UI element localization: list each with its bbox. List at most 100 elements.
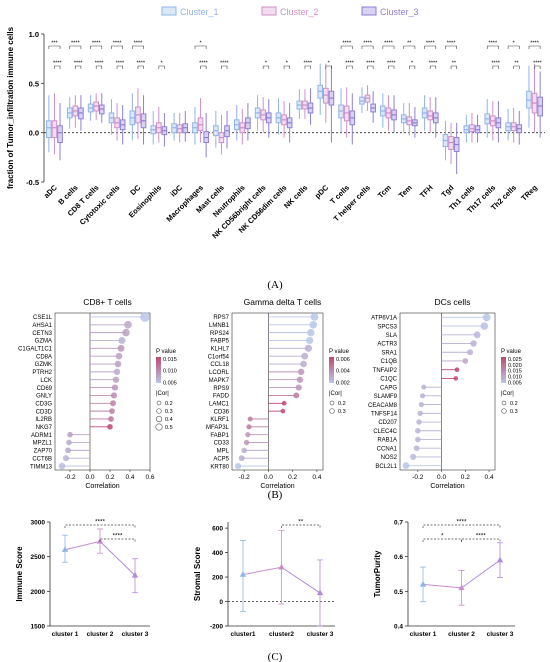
significance-bracket-top xyxy=(361,45,374,49)
gene-label: SLAMF9 xyxy=(374,394,398,400)
y-tick-label: 0.5 xyxy=(394,589,403,596)
gene-label: CD36 xyxy=(214,409,230,415)
x-tick-label: DC xyxy=(128,183,142,197)
cor-legend-circle xyxy=(501,400,507,406)
lollipop-dot xyxy=(247,416,253,422)
legend-label-cluster-2: Cluster_2 xyxy=(280,7,319,17)
lollipop-dot xyxy=(124,320,132,329)
x-tick-label: -0.2 xyxy=(64,474,76,481)
significance-label-top: **** xyxy=(342,41,351,47)
pvalue-legend-tick: 0.006 xyxy=(336,357,350,363)
x-tick-label: 0.4 xyxy=(485,474,494,481)
y-tick-label: 0.6 xyxy=(394,554,403,561)
significance-bracket-bottom xyxy=(513,65,520,69)
x-tick-label: 0.4 xyxy=(312,474,321,481)
gene-label: CEACAM8 xyxy=(368,403,398,409)
significance-label-bottom: * xyxy=(161,61,164,67)
trend-line-segment xyxy=(64,540,101,551)
significance-label-bottom: **** xyxy=(53,61,62,67)
x-axis-title: Correlation xyxy=(85,483,119,490)
gene-label: GZMK xyxy=(35,362,52,368)
legend-label-cluster-1: Cluster_1 xyxy=(180,7,219,17)
gene-label: BCL2L1 xyxy=(375,464,397,470)
cor-legend-circle xyxy=(329,400,335,406)
panel-b-label: (B) xyxy=(268,489,283,501)
box-adc-cluster-2 xyxy=(51,120,58,139)
y-axis-title: TumorPurity xyxy=(373,550,382,598)
pvalue-legend-title: P value xyxy=(501,349,522,355)
gene-label: CD3D xyxy=(36,409,53,415)
significance-label: ** xyxy=(298,519,304,526)
gene-label: C1orf54 xyxy=(208,354,230,360)
x-tick-label: TFH xyxy=(418,183,435,200)
significance-label-top: **** xyxy=(363,41,372,47)
y-tick-label: 600 xyxy=(212,526,223,533)
gene-label: AHSA1 xyxy=(32,323,52,329)
lollipop-dot xyxy=(402,462,410,470)
lollipop-dot xyxy=(108,416,114,422)
gene-label: CCT6B xyxy=(32,456,52,462)
cor-legend-tick: 0.2 xyxy=(338,401,346,407)
lollipop-dot xyxy=(416,419,422,425)
lollipop-dot xyxy=(67,431,73,438)
lollipop-dot xyxy=(234,462,242,470)
lollipop-dot xyxy=(480,322,489,330)
significance-bracket-bottom xyxy=(346,65,353,69)
y-tick-label: 1.0 xyxy=(29,30,39,39)
significance-label: **** xyxy=(95,519,106,526)
significance-bracket-top xyxy=(90,45,103,49)
lollipop-title: Gamma delta T cells xyxy=(244,297,322,307)
lollipop-dot xyxy=(300,360,307,368)
significance-label-top: * xyxy=(199,41,202,47)
x-tick-label: 0.2 xyxy=(461,474,470,481)
lollipop-dot xyxy=(58,462,66,470)
y-tick-label: 200 xyxy=(212,575,223,582)
lollipop-dot xyxy=(462,358,469,364)
significance-bracket xyxy=(99,538,136,542)
y-tick-label: 1500 xyxy=(31,624,46,631)
pvalue-colorbar xyxy=(501,357,506,383)
significance-label-bottom: **** xyxy=(220,61,229,67)
significance-label-top: **** xyxy=(92,41,101,47)
gene-label: MFAP3L xyxy=(206,425,230,431)
lollipop-dot xyxy=(304,344,313,352)
pvalue-legend-tick: 0.015 xyxy=(163,357,177,363)
significance-bracket-top xyxy=(403,45,416,49)
lollipop-dot xyxy=(467,349,474,356)
y-tick-label: 2500 xyxy=(31,554,46,561)
gene-label: CD3G xyxy=(35,401,52,407)
significance-bracket-top xyxy=(69,45,82,49)
significance-bracket-bottom xyxy=(409,65,416,69)
gene-label: CD8A xyxy=(36,354,52,360)
significance-bracket-bottom xyxy=(450,65,457,69)
significance-label-top: ** xyxy=(407,41,412,47)
y-tick-label: 0 xyxy=(219,599,223,606)
lollipop-dot xyxy=(246,424,252,430)
pvalue-colorbar xyxy=(156,357,161,383)
gene-label: TNFAIP2 xyxy=(373,368,398,374)
gene-label: KLHL7 xyxy=(211,347,230,353)
significance-label-top: **** xyxy=(489,41,498,47)
significance-label: * xyxy=(441,533,444,540)
cor-legend-circle xyxy=(155,423,163,431)
gene-label: KRT80 xyxy=(210,464,229,470)
significance-bracket-bottom xyxy=(429,65,437,69)
lollipop-dot xyxy=(421,384,427,390)
significance-label-top: **** xyxy=(134,41,143,47)
gene-label: ACP5 xyxy=(213,456,229,462)
significance-bracket-bottom xyxy=(116,65,123,69)
significance-bracket-bottom xyxy=(221,65,228,69)
lollipop-dot xyxy=(415,427,421,434)
lollipop-dot xyxy=(296,376,304,383)
cor-legend-tick: 0.2 xyxy=(165,401,173,407)
lollipop-dot xyxy=(293,392,300,399)
cor-legend-tick: 0.3 xyxy=(510,409,518,415)
x-tick-label: cluster 2 xyxy=(87,631,114,638)
x-tick-label: 0.0 xyxy=(437,474,446,481)
gene-label: MPL xyxy=(217,449,230,455)
y-tick-label: 400 xyxy=(212,550,223,557)
significance-label-bottom: **** xyxy=(74,61,83,67)
gene-label: RAB1A xyxy=(377,438,397,444)
lollipop-dot xyxy=(454,367,460,373)
significance-bracket-bottom xyxy=(325,65,332,69)
